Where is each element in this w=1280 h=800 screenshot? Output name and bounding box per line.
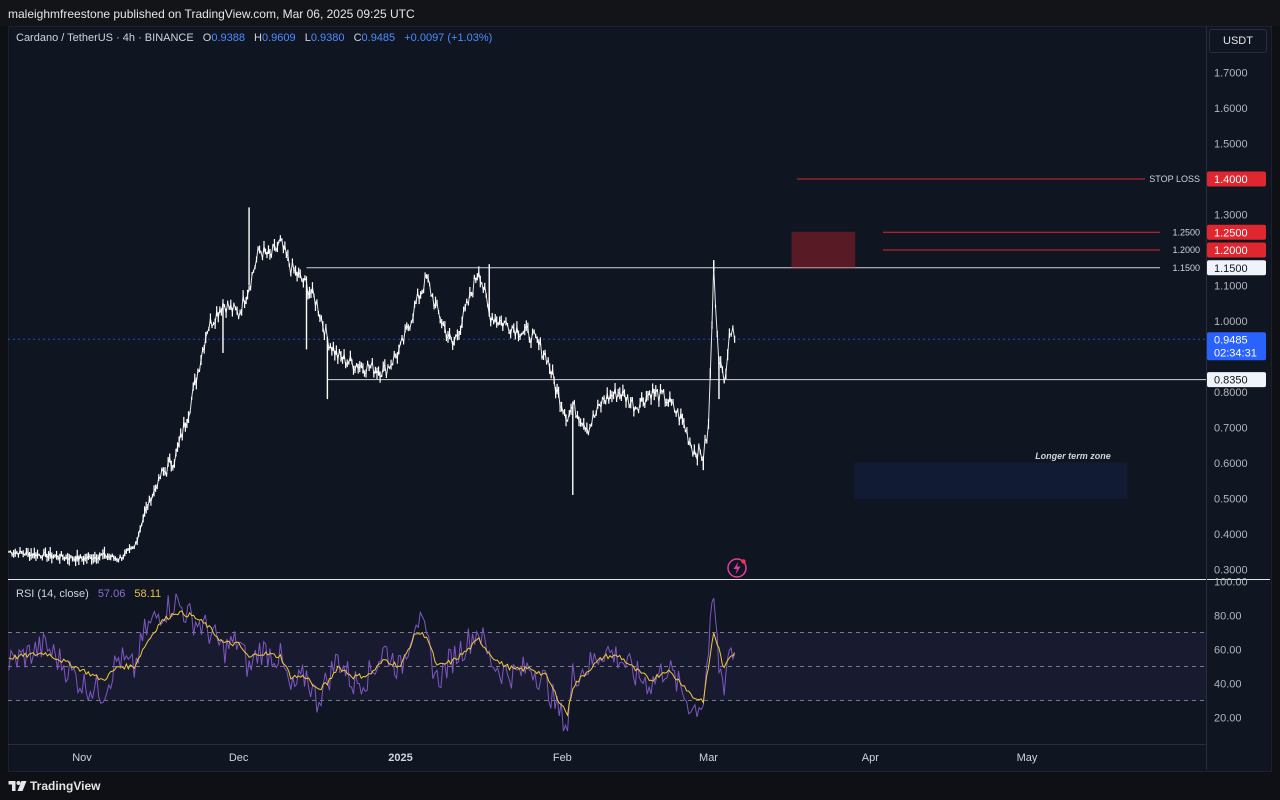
rsi-series [8,593,736,732]
time-label: 2025 [388,752,412,764]
level-1150-tag-bg [1207,260,1266,276]
symbol-title[interactable]: Cardano / TetherUS · 4h · BINANCE [16,32,194,44]
high-label: H [254,32,262,44]
level-1250-tag-bg [1207,224,1266,240]
rsi-legend: RSI (14, close) 57.06 58.11 [16,588,161,600]
stop-loss-tag-bg [1207,171,1266,187]
level-1200-label: 1.2000 [1172,245,1200,255]
price-tick-label: 0.3000 [1214,565,1248,577]
symbol-legend: Cardano / TetherUS · 4h · BINANCE O0.938… [16,32,492,44]
level-1150-tag: 1.1500 [1214,263,1248,275]
rsi-band-fill [8,632,1206,701]
time-label: Apr [862,752,879,764]
level-lines [8,178,1206,381]
price-tick-label: 1.0000 [1214,316,1248,328]
open-label: O [202,32,212,44]
price-tick-label: 1.1000 [1214,281,1248,293]
rsi-ma-value: 58.11 [134,588,162,600]
level-1250-label: 1.2500 [1172,227,1200,237]
rsi-value: 57.06 [97,588,126,600]
price-tick-label: 0.7000 [1214,423,1248,435]
footer-brand[interactable]: TradingView [30,779,101,793]
close-label: C [353,32,362,44]
rsi-line [8,593,736,732]
price-line [8,237,736,562]
low-value: 0.9380 [310,32,345,44]
price-tick-label: 0.5000 [1214,494,1248,506]
tradingview-logo-icon[interactable] [8,779,27,793]
close-value: 0.9485 [361,32,396,44]
level-1150-label: 1.1500 [1172,263,1200,273]
low-label: L [304,32,311,44]
rsi-tick-label: 100.00 [1214,577,1248,589]
support-tag: 0.8350 [1214,375,1248,387]
price-tick-label: 1.6000 [1214,103,1248,115]
time-label: Mar [699,752,718,764]
time-label: Nov [72,752,92,764]
open-value: 0.9388 [211,32,245,44]
price-tick-label: 1.3000 [1214,210,1248,222]
price-axis[interactable]: 1.7000 1.6000 1.5000 1.3000 1.1000 1.0000 0.80… [1214,68,1248,725]
longer-term-zone-label: Longer term zone [1035,451,1111,461]
price-tick-label: 1.5000 [1214,139,1248,151]
zones: Longer term zone [791,231,1128,499]
price-tick-label: 0.6000 [1214,458,1248,470]
level-1250-tag: 1.2500 [1214,227,1248,239]
publisher-bar: maleighmfreestone published on TradingVi… [0,0,1280,26]
stop-loss-label: STOP LOSS [1149,174,1200,184]
level-1200-tag-bg [1207,242,1266,258]
footer: TradingView [0,772,1280,800]
price-tick-label: 0.8000 [1214,387,1248,399]
current-price-tag-bg [1207,332,1266,361]
time-label: Feb [553,752,572,764]
entry-zone [791,231,856,269]
publisher-text: maleighmfreestone published on TradingVi… [8,7,415,21]
rsi-band [8,632,1206,701]
rsi-tick-label: 80.00 [1214,611,1242,623]
current-price-tag-countdown: 02:34:31 [1214,347,1257,359]
rsi-label[interactable]: RSI (14, close) [16,588,89,600]
level-1200-tag: 1.2000 [1214,245,1248,257]
time-axis[interactable]: Nov Dec 2025 Feb Mar Apr May [72,752,1038,764]
rsi-tick-label: 60.00 [1214,645,1242,657]
price-series [8,207,736,567]
high-value: 0.9609 [262,32,296,44]
longer-term-zone [854,462,1128,499]
rsi-tick-label: 20.00 [1214,713,1242,725]
rsi-tick-label: 40.00 [1214,679,1242,691]
price-tick-label: 1.7000 [1214,68,1248,80]
stop-loss-tag: 1.4000 [1214,174,1248,186]
change-value: +0.0097 (+1.03%) [404,32,493,44]
rsi-ma-line [8,610,736,717]
current-price-tag: 0.9485 [1214,334,1248,346]
price-tick-label: 0.4000 [1214,529,1248,541]
lightning-icon[interactable] [727,558,747,578]
support-tag-bg [1207,372,1266,388]
time-label: May [1017,752,1038,764]
currency-button[interactable]: USDT [1209,29,1267,53]
time-label: Dec [229,752,249,764]
